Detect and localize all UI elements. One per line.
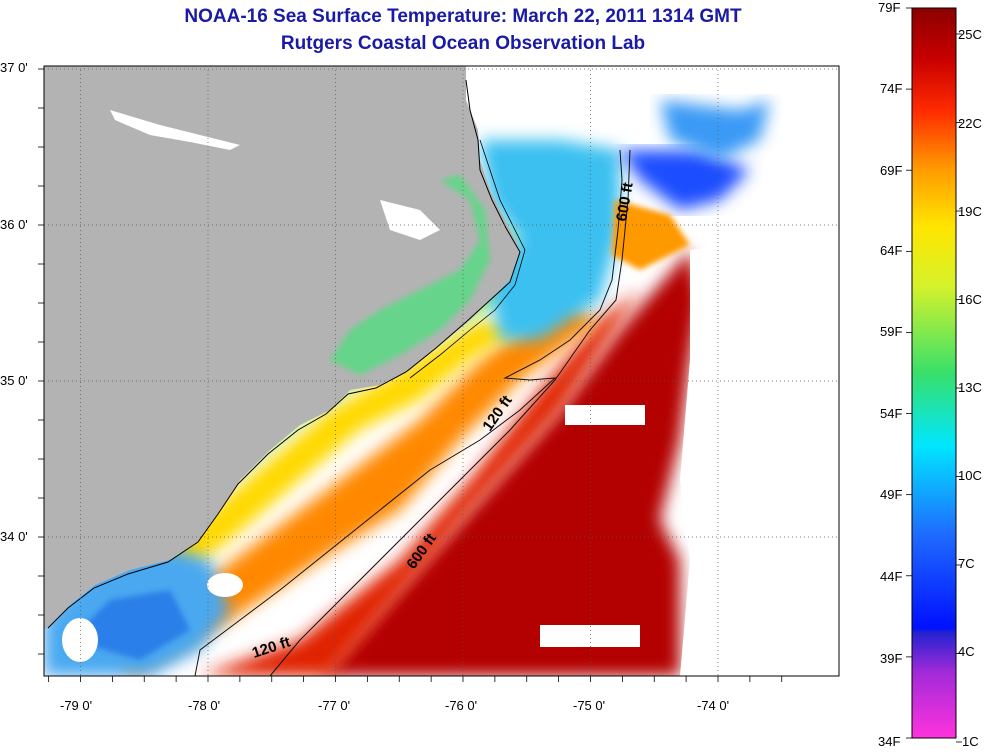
colorbar-fahrenheit-label: 69F	[880, 163, 903, 178]
colorbar-fahrenheit-label: 49F	[880, 487, 903, 502]
colorbar-celsius-label: 4C	[958, 644, 975, 659]
sst-field	[44, 66, 839, 676]
lon-label: -79 0'	[60, 698, 93, 713]
warm-eddy	[612, 200, 690, 270]
colorbar-celsius-label: 22C	[958, 116, 982, 131]
isobath-600ft	[269, 149, 631, 676]
cyan-shelf-water	[480, 140, 620, 340]
gulf-stream-region	[320, 250, 700, 676]
coastline	[47, 79, 521, 629]
colorbar-fahrenheit-label: 74F	[880, 81, 903, 96]
colorbar	[911, 7, 957, 739]
isobath-label-600ft-north: 600 ft	[613, 181, 637, 223]
lon-label: -74 0'	[697, 698, 730, 713]
yellow-band	[140, 320, 520, 600]
cloud-gap	[565, 405, 645, 425]
colorbar-celsius-label: 10C	[958, 468, 982, 483]
colorbar-celsius-label: 16C	[958, 292, 982, 307]
colorbar-fahrenheit-label: 54F	[880, 406, 903, 421]
cloud-gap	[540, 625, 640, 647]
blue-north-patch	[660, 100, 770, 160]
gridlines	[38, 66, 839, 682]
lat-label: 34 0'	[0, 529, 28, 544]
lon-label: -78 0'	[188, 698, 221, 713]
colorbar-celsius-label: 1C	[962, 734, 979, 749]
lon-label: -76 0'	[445, 698, 478, 713]
map-subtitle: Rutgers Coastal Ocean Observation Lab	[280, 33, 646, 54]
isobath-120ft	[194, 149, 623, 676]
colorbar-celsius-label: 25C	[958, 27, 982, 42]
colorbar-celsius-label: 7C	[958, 556, 975, 571]
colorbar-ticks	[906, 7, 962, 743]
lat-label: 35 0'	[0, 373, 28, 388]
colorbar-celsius-label: 13C	[958, 380, 982, 395]
colorbar-fahrenheit-label: 34F	[878, 734, 901, 749]
colorbar-fahrenheit-label: 59F	[880, 324, 903, 339]
colorbar-fahrenheit-label: 79F	[878, 0, 901, 15]
barrier-islands	[409, 139, 526, 379]
colorbar-celsius-label: 19C	[958, 204, 982, 219]
lat-label: 37 0'	[0, 60, 28, 75]
lon-label: -77 0'	[318, 698, 351, 713]
lon-label: -75 0'	[573, 698, 606, 713]
map-frame	[43, 65, 840, 677]
map-title: NOAA-16 Sea Surface Temperature: March 2…	[184, 6, 742, 27]
colorbar-fahrenheit-label: 39F	[880, 651, 903, 666]
pamlico-sound	[330, 175, 490, 375]
warm-shelf-edge	[200, 290, 640, 676]
colorbar-fahrenheit-label: 44F	[880, 569, 903, 584]
lat-label: 36 0'	[0, 217, 28, 232]
colorbar-fahrenheit-label: 64F	[880, 243, 903, 258]
cold-north-water	[620, 150, 750, 210]
